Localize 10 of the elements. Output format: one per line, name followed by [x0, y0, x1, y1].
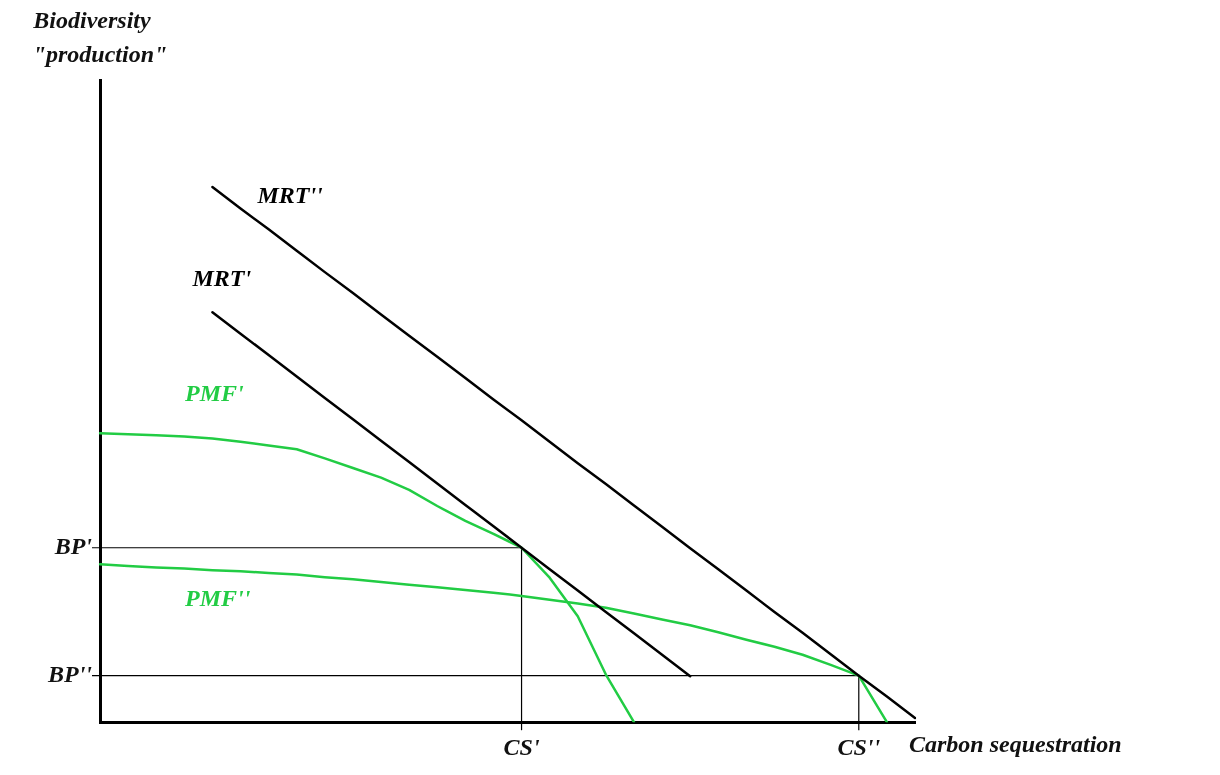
ref-line-label: BP''	[46, 660, 93, 687]
y-axis-title: Biodiversity "production"	[32, 7, 168, 68]
series-label: PMF''	[184, 584, 251, 611]
series-label: MRT''	[256, 182, 324, 209]
series-label: PMF'	[184, 380, 245, 407]
x-tick-label: CS'	[503, 733, 540, 760]
series-label: MRT'	[191, 265, 252, 292]
x-axis-title: Carbon sequestration	[909, 731, 1122, 758]
ref-line-label: BP'	[53, 532, 93, 559]
x-tick-label: CS''	[837, 733, 881, 760]
